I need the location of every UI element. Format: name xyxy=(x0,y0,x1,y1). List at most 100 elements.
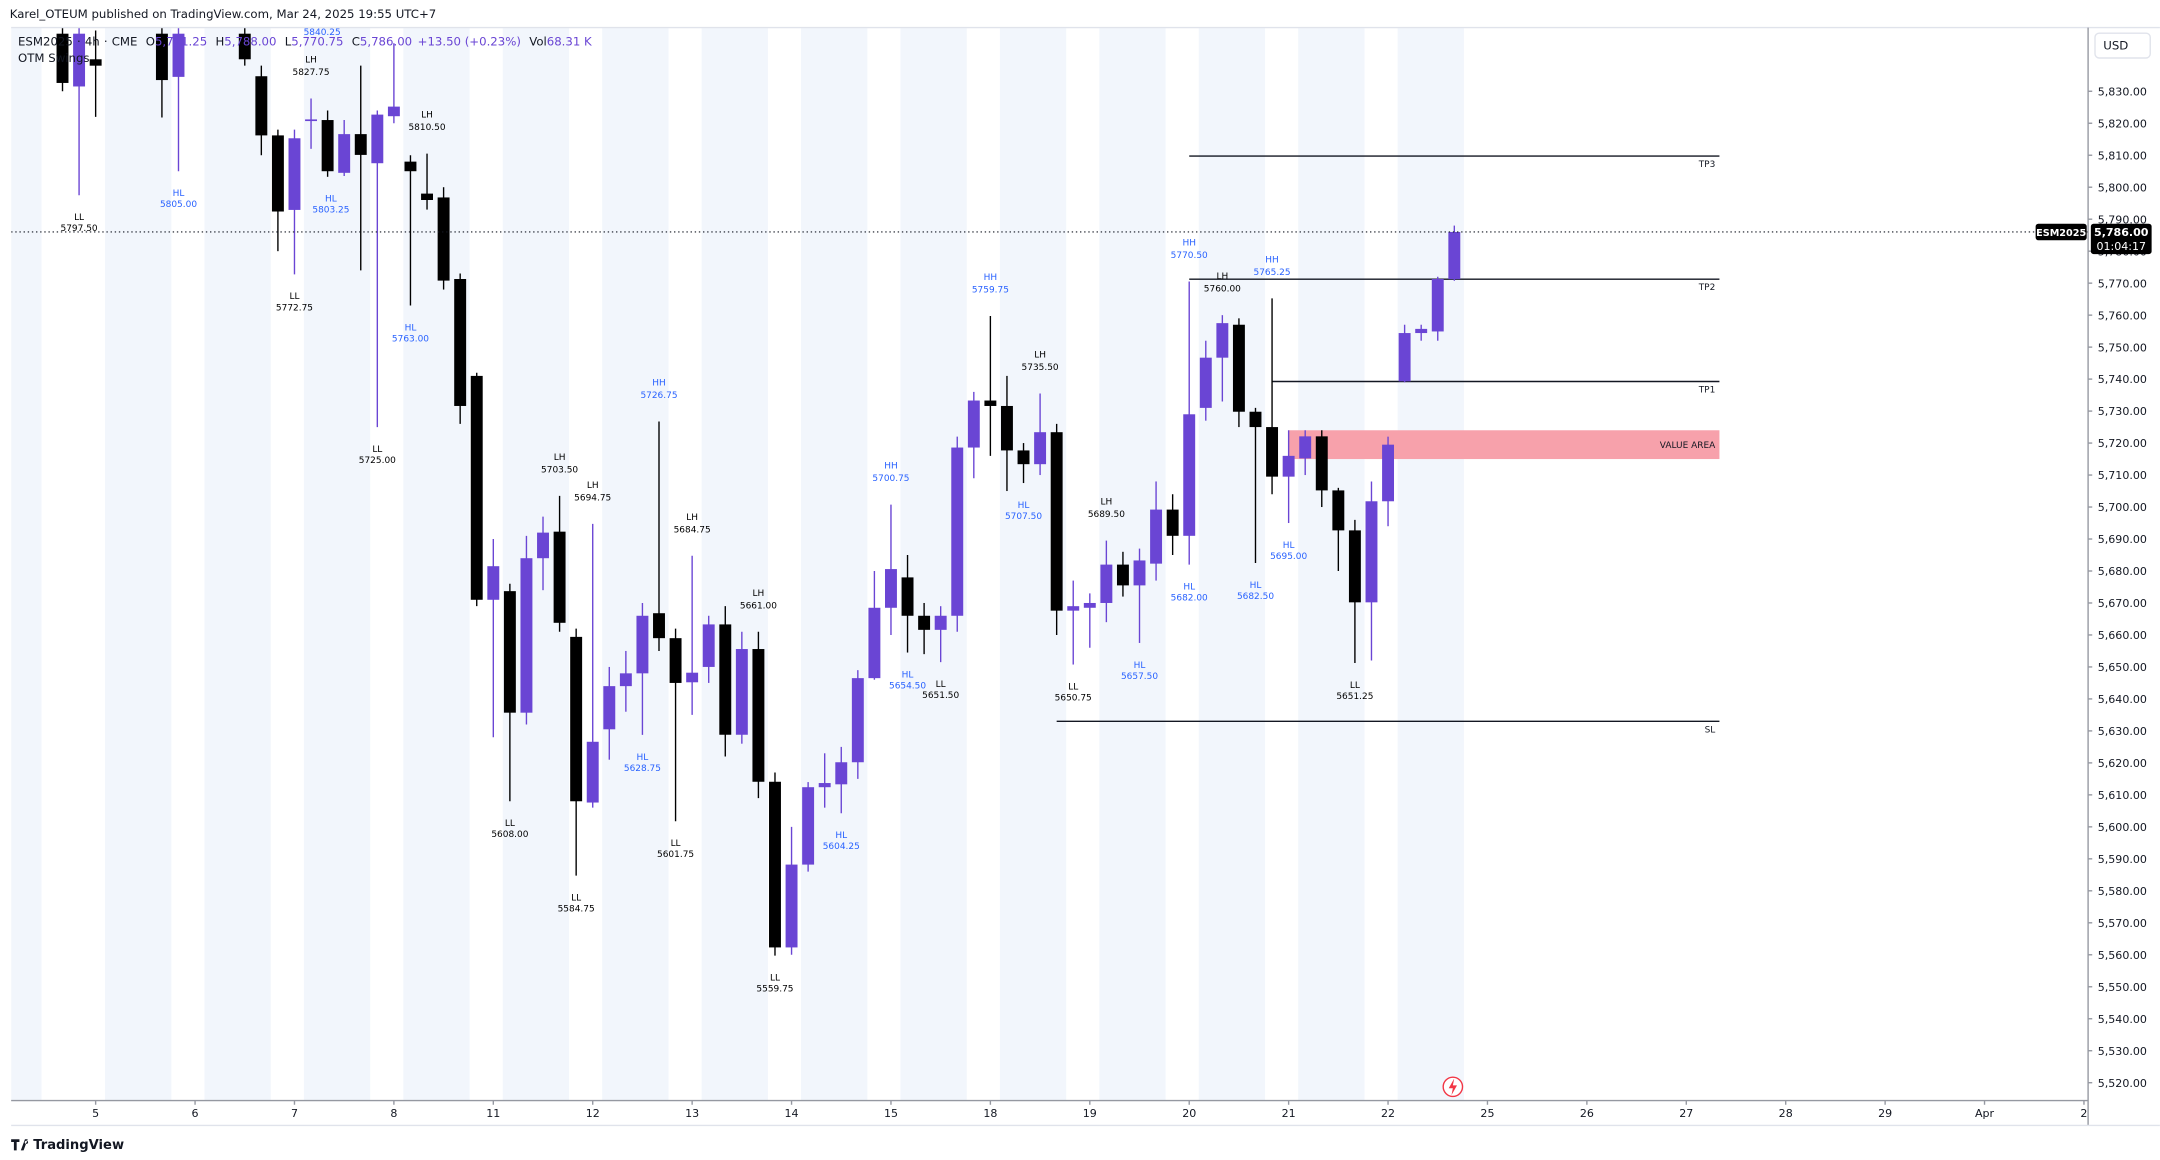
candle-body xyxy=(172,33,185,77)
swing-kind: HH xyxy=(1265,255,1279,265)
header: Karel_OTEUM published on TradingView.com… xyxy=(10,7,436,21)
level-label: TP2 xyxy=(1698,283,1716,293)
legend-item: H xyxy=(215,35,224,49)
legend-item: 5,770.75 xyxy=(291,35,343,49)
candle-body xyxy=(1282,455,1295,477)
swing-kind: HL xyxy=(835,831,847,841)
candle-body xyxy=(669,638,682,683)
y-tick-label: 5,540.00 xyxy=(2098,1013,2147,1026)
legend: ESM2025 · 4h · CME O5,771.25 H5,788.00 L5,770.7… xyxy=(18,35,592,49)
countdown: 01:04:17 xyxy=(2096,240,2146,253)
price-tag xyxy=(2090,223,2152,255)
swing-kind: HH xyxy=(1182,239,1196,249)
swing-price: 5601.75 xyxy=(657,850,694,860)
y-tick-label: 5,700.00 xyxy=(2098,501,2147,514)
candle-body xyxy=(1017,450,1030,465)
swing-price: 5695.00 xyxy=(1270,552,1307,562)
session-band xyxy=(1198,27,1266,1101)
candle-body xyxy=(1266,427,1279,477)
candle-body xyxy=(338,134,351,173)
price-tag-label: 5,786.00 xyxy=(2094,226,2149,239)
y-tick-label: 5,550.00 xyxy=(2098,981,2147,994)
candle-body xyxy=(570,636,583,802)
candle-body xyxy=(56,33,69,83)
candle-body xyxy=(934,615,947,630)
swing-kind: HH xyxy=(884,462,898,472)
swing-price: 5608.00 xyxy=(491,830,528,840)
swing-kind: LH xyxy=(1034,351,1046,361)
candle-body xyxy=(1100,564,1113,603)
swing-kind: LH xyxy=(1100,498,1112,508)
swing-kind: HL xyxy=(405,323,417,333)
swing-price: 5725.00 xyxy=(359,456,396,466)
y-tick-label: 5,590.00 xyxy=(2098,853,2147,866)
brand-logo[interactable]: TradingView xyxy=(11,1138,124,1153)
y-tick-label: 5,770.00 xyxy=(2098,277,2147,290)
x-tick-label: Apr xyxy=(1975,1107,1995,1120)
swing-price: 5770.50 xyxy=(1171,251,1208,261)
x-tick-label: 15 xyxy=(884,1107,898,1120)
y-tick-label: 5,640.00 xyxy=(2098,693,2147,706)
symbol-tag-label: ESM2025 xyxy=(2036,228,2086,239)
y-tick-label: 5,630.00 xyxy=(2098,725,2147,738)
swing-price: 5651.25 xyxy=(1336,692,1373,702)
swing-kind: HL xyxy=(1283,541,1295,551)
swing-price: 5661.00 xyxy=(740,601,777,611)
swing-kind: LL xyxy=(505,819,515,829)
session-band xyxy=(105,27,172,1101)
x-tick-label: 7 xyxy=(291,1107,298,1120)
candle-body xyxy=(918,615,931,630)
candle-body xyxy=(1431,278,1444,332)
swing-kind: LH xyxy=(421,111,433,121)
candle-body xyxy=(1348,530,1361,603)
candle-body xyxy=(305,119,318,122)
swing-price: 5694.75 xyxy=(574,493,611,503)
swing-kind: LL xyxy=(936,680,946,690)
currency[interactable]: USD xyxy=(2103,39,2128,53)
y-tick-label: 5,660.00 xyxy=(2098,629,2147,642)
candle-body xyxy=(1382,444,1395,502)
candle-body xyxy=(735,649,748,735)
y-tick-label: 5,650.00 xyxy=(2098,661,2147,674)
candle-body xyxy=(255,76,268,136)
x-tick-label: 25 xyxy=(1480,1107,1494,1120)
x-tick-label: 29 xyxy=(1878,1107,1892,1120)
y-tick-label: 5,710.00 xyxy=(2098,469,2147,482)
session-band xyxy=(701,27,768,1101)
swing-kind: HL xyxy=(637,753,649,763)
candle-body xyxy=(1067,606,1080,611)
candle-body xyxy=(537,532,549,559)
candle-body xyxy=(271,135,284,212)
candle-body xyxy=(354,134,367,155)
candle-body xyxy=(1249,411,1262,428)
swing-kind: LH xyxy=(305,56,317,66)
swing-price: 5703.50 xyxy=(541,465,578,475)
y-tick-label: 5,580.00 xyxy=(2098,885,2147,898)
y-tick-label: 5,530.00 xyxy=(2098,1045,2147,1058)
swing-price: 5559.75 xyxy=(756,984,793,994)
swing-price: 5726.75 xyxy=(640,391,677,401)
swing-kind: HL xyxy=(1134,661,1146,671)
value-area xyxy=(1288,430,1720,460)
x-tick-label: 11 xyxy=(486,1107,500,1120)
swing-kind: LL xyxy=(74,213,84,223)
swing-price: 5628.75 xyxy=(624,764,661,774)
candle-body xyxy=(702,624,715,667)
y-tick-label: 5,690.00 xyxy=(2098,533,2147,546)
candle-body xyxy=(769,781,781,948)
legend-item: 5,771.25 xyxy=(155,35,207,49)
candle-body xyxy=(603,686,616,730)
x-tick-label: 14 xyxy=(785,1107,799,1120)
candle-body xyxy=(1232,324,1245,412)
candle-body xyxy=(967,400,980,448)
legend-item: 68.31 K xyxy=(547,35,592,49)
swing-price: 5700.75 xyxy=(872,474,909,484)
candle-body xyxy=(885,569,897,608)
candle-body xyxy=(1083,602,1096,608)
currency-box[interactable] xyxy=(2094,32,2151,59)
swing-kind: LL xyxy=(770,973,780,983)
session-band xyxy=(1099,27,1166,1101)
candle-body xyxy=(1116,564,1129,586)
candle-body xyxy=(653,613,665,639)
candle-body xyxy=(1398,333,1411,382)
